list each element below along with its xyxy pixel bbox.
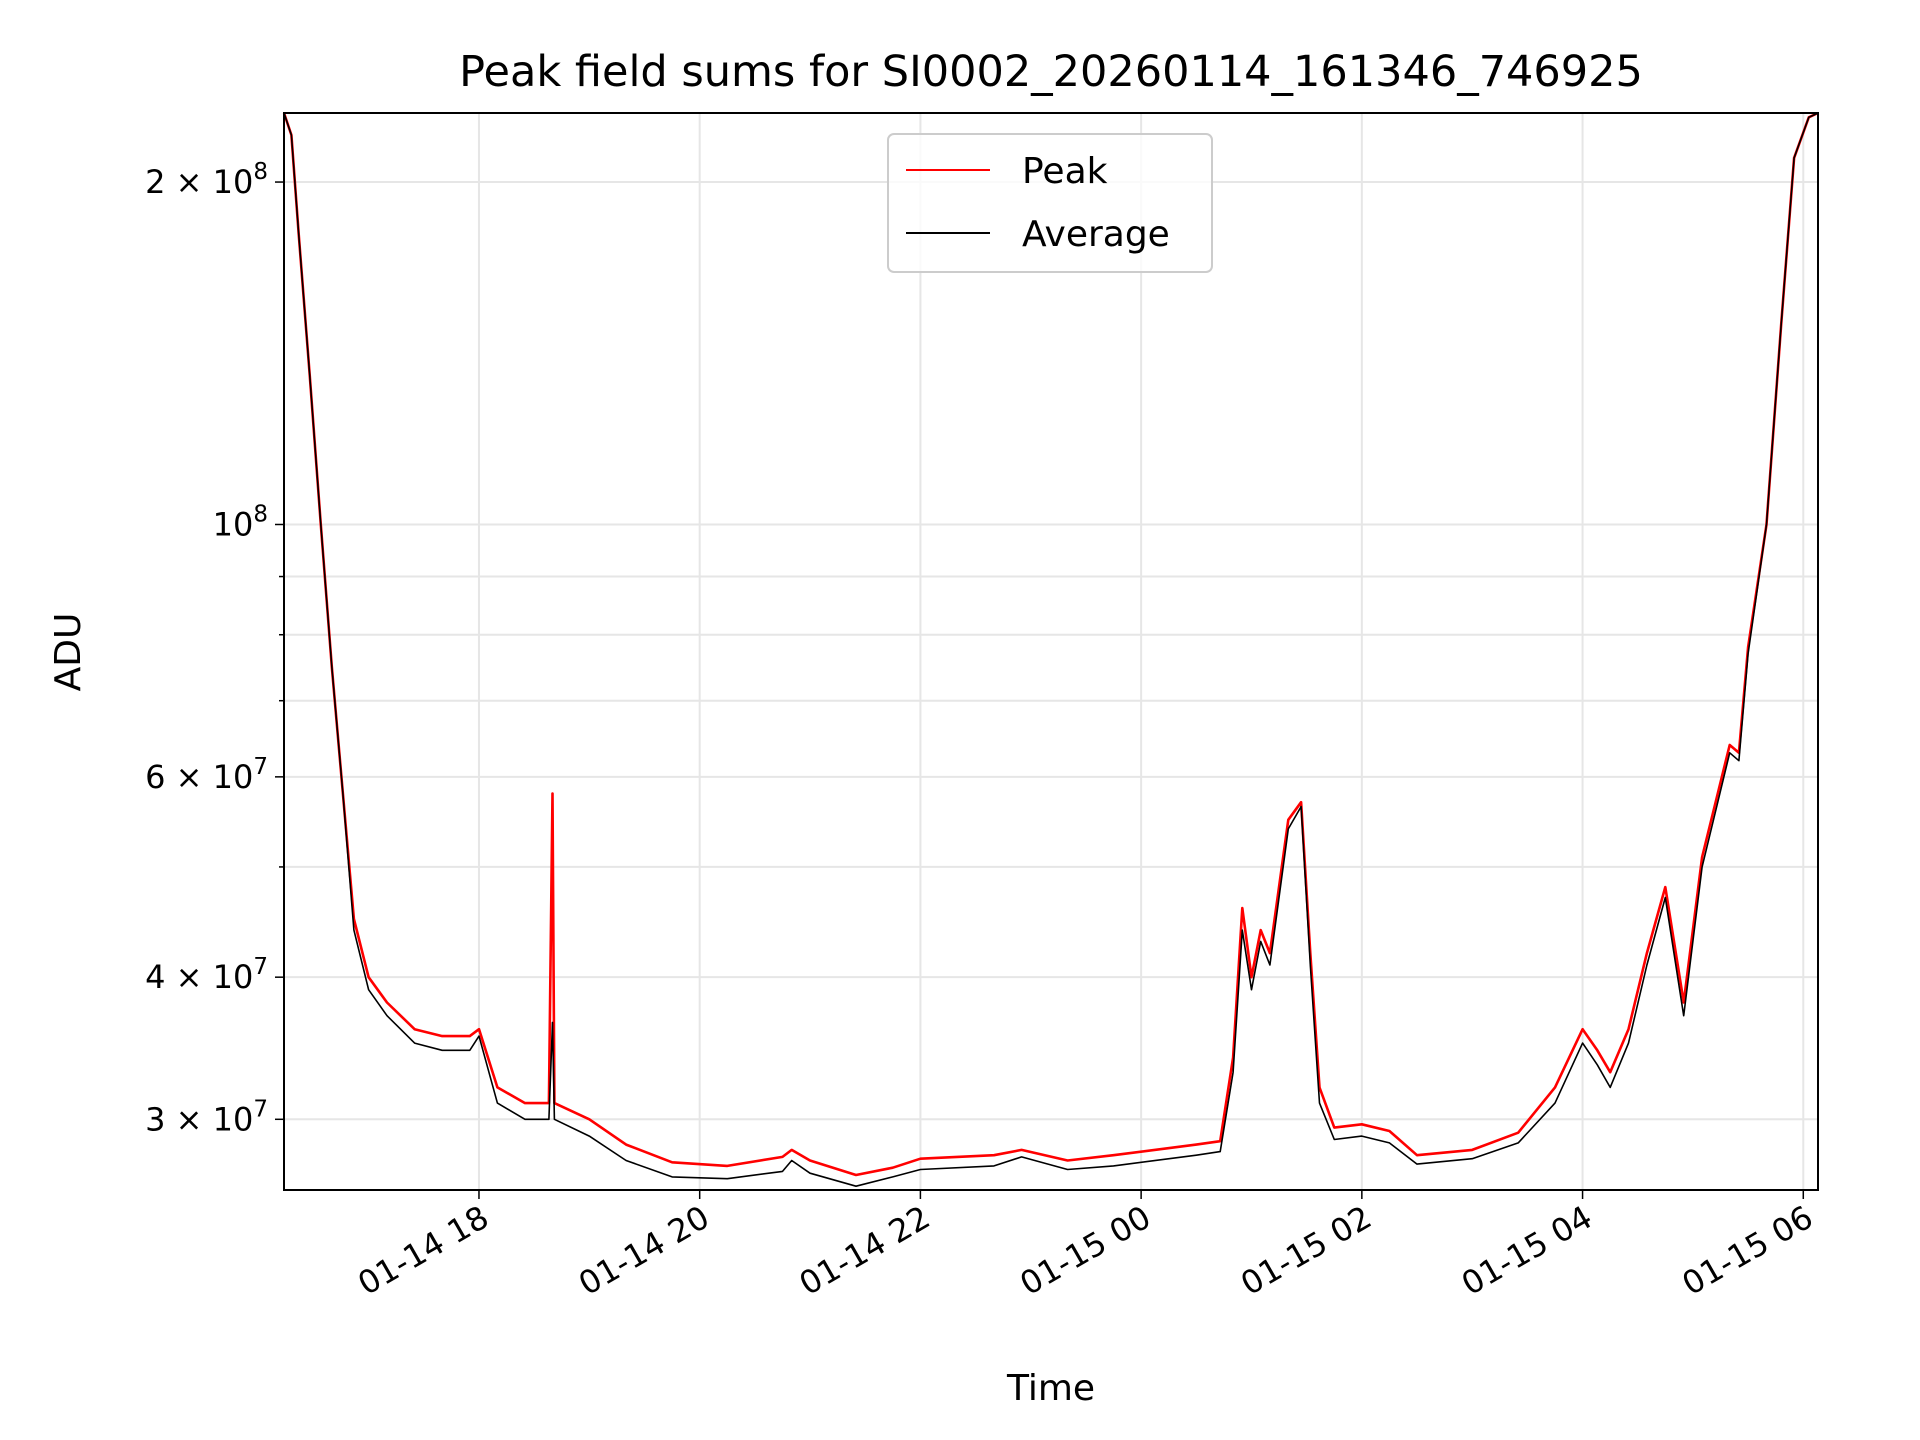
x-axis-label: Time: [1006, 1368, 1095, 1409]
y-tick-label: 3 × 107: [145, 1096, 268, 1138]
plot-frame: [283, 112, 1819, 1191]
y-tick-label: 2 × 108: [145, 159, 268, 201]
series-layer: [282, 111, 1819, 1187]
y-tick-label: 4 × 107: [145, 954, 268, 996]
legend-peak-label: Peak: [1022, 151, 1108, 192]
y-axis-label: ADU: [48, 613, 89, 692]
legend: Peak Average: [887, 133, 1213, 273]
y-tick-label: 108: [213, 501, 268, 543]
legend-average-label: Average: [1022, 214, 1170, 255]
legend-box: [887, 133, 1213, 273]
series-line-peak: [282, 111, 1819, 1177]
series-line-average: [283, 112, 1819, 1187]
y-tick-label: 6 × 107: [145, 754, 268, 796]
chart-title: Peak field sums for SI0002_20260114_1613…: [459, 47, 1643, 97]
